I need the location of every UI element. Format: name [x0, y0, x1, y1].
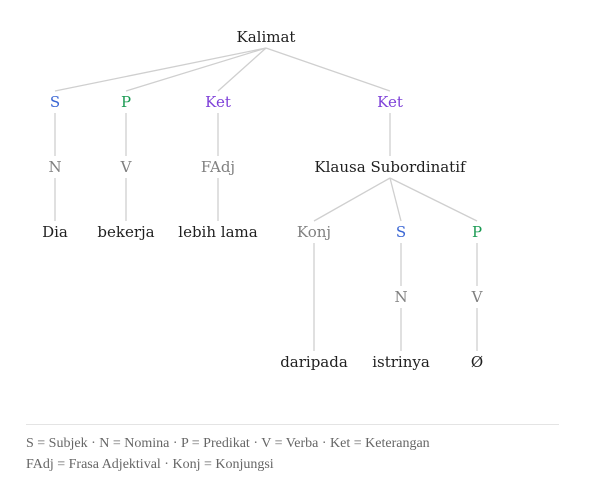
node-bekerja: bekerja: [97, 223, 154, 241]
legend-line-2: FAdj = Frasa Adjektival · Konj = Konjung…: [26, 457, 274, 472]
node-klausa: Klausa Subordinatif: [314, 158, 467, 176]
node-lebih: lebih lama: [178, 223, 257, 241]
legend: S = Subjek · N = Nomina · P = Predikat ·…: [26, 424, 559, 475]
node-dia: Dia: [42, 223, 68, 241]
edge-kalimat-p1: [125, 47, 267, 92]
node-p1: P: [121, 93, 131, 111]
edge-kalimat-ket1: [217, 47, 267, 92]
node-ket2: Ket: [377, 93, 403, 111]
node-v2: V: [471, 288, 484, 306]
node-konj: Konj: [297, 223, 331, 241]
node-n1: N: [48, 158, 61, 176]
edge-kalimat-ket2: [265, 47, 391, 92]
node-n2: N: [394, 288, 407, 306]
node-daripada: daripada: [280, 353, 348, 371]
edge-klausa-konj: [313, 177, 391, 222]
node-ket1: Ket: [205, 93, 231, 111]
node-s1: S: [50, 93, 60, 111]
node-empty: Ø: [471, 353, 483, 371]
node-fadj: FAdj: [201, 158, 235, 176]
node-istrinya: istrinya: [372, 353, 430, 371]
edge-klausa-s2: [389, 177, 402, 222]
syntax-tree: Kalimat S P Ket Ket N V FAdj Klausa Subordinatif…: [42, 28, 484, 371]
node-v1: V: [120, 158, 133, 176]
node-p2: P: [472, 223, 482, 241]
node-kalimat: Kalimat: [237, 28, 296, 46]
node-s2: S: [396, 223, 406, 241]
edge-klausa-p2: [389, 177, 478, 222]
edge-kalimat-s1: [54, 47, 267, 92]
legend-line-1: S = Subjek · N = Nomina · P = Predikat ·…: [26, 436, 430, 451]
